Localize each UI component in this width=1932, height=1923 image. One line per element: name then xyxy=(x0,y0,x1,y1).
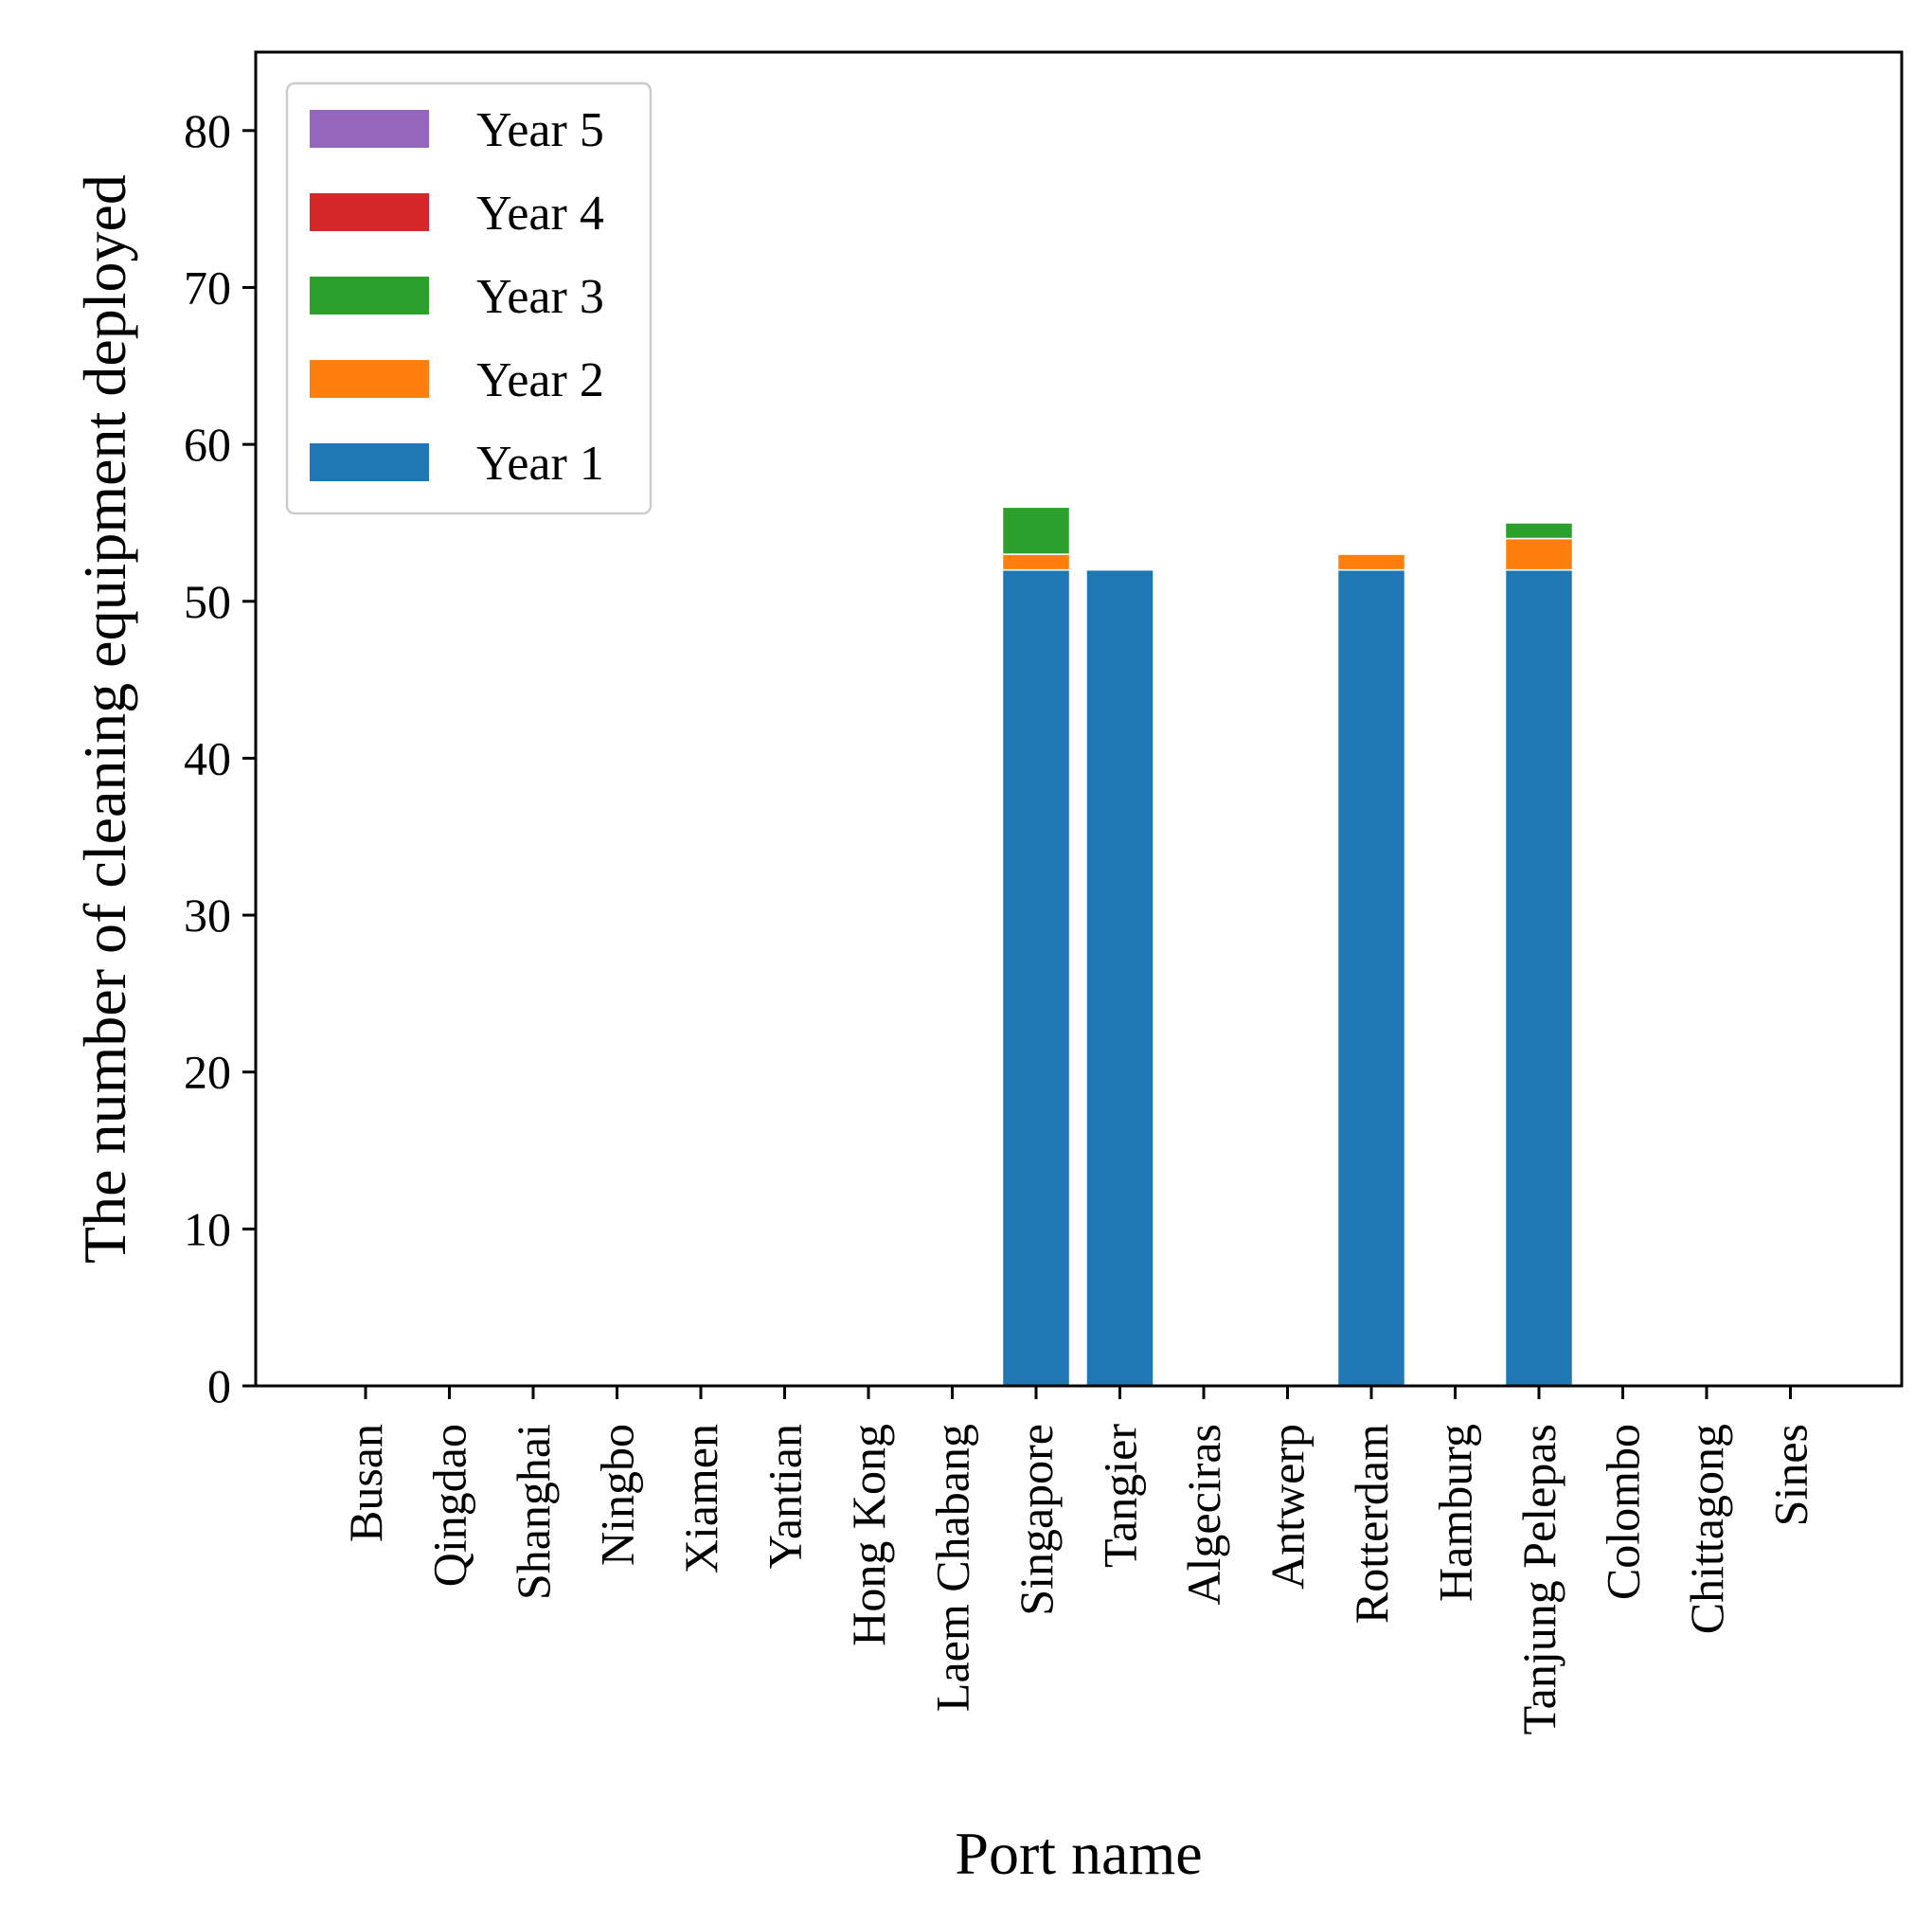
y-tick-label: 80 xyxy=(184,104,231,157)
x-axis-title: Port name xyxy=(955,1820,1202,1887)
bar-segment-tanjung-pelepas-year-2 xyxy=(1504,537,1574,571)
x-tick-label-singapore: Singapore xyxy=(1010,1424,1063,1616)
bar-segment-tanjung-pelepas-year-3 xyxy=(1504,522,1574,540)
legend-swatch-year-1 xyxy=(310,443,429,481)
legend-swatch-year-3 xyxy=(310,277,429,315)
x-tick-label-qingdao: Qingdao xyxy=(423,1424,476,1587)
x-tick-label-busan: Busan xyxy=(339,1424,392,1542)
y-tick-label: 40 xyxy=(184,731,231,784)
y-tick-label: 0 xyxy=(207,1359,231,1412)
y-axis-title: The number of cleaning equipment deploye… xyxy=(71,174,138,1264)
y-tick-label: 10 xyxy=(184,1202,231,1255)
plot-area-frame xyxy=(254,50,1904,1388)
x-axis: Busan Qingdao Shanghai Ningbo Xiamen Yantian H… xyxy=(339,1386,1817,1734)
x-tick-label-hamburg: Hamburg xyxy=(1429,1424,1482,1602)
legend-label-year-1: Year 1 xyxy=(476,437,604,491)
x-tick-label-xiamen: Xiamen xyxy=(674,1424,727,1573)
x-tick-label-tangier: Tangier xyxy=(1094,1424,1147,1568)
y-tick-label: 20 xyxy=(184,1046,231,1099)
x-tick-label-tanjung-pelepas: Tanjung Pelepas xyxy=(1512,1424,1565,1734)
y-tick-label: 60 xyxy=(184,418,231,471)
x-tick-label-chittagong: Chittagong xyxy=(1680,1424,1733,1634)
legend-swatch-year-5 xyxy=(310,110,429,148)
x-tick-label-ningbo: Ningbo xyxy=(591,1424,644,1566)
y-tick-label: 50 xyxy=(184,575,231,628)
legend-label-year-3: Year 3 xyxy=(476,270,604,324)
x-tick-label-yantian: Yantian xyxy=(759,1424,812,1569)
bar-segment-singapore-year-1 xyxy=(1001,568,1071,1387)
x-tick-label-laem-chabang: Laem Chabang xyxy=(926,1424,979,1712)
bar-segment-singapore-year-3 xyxy=(1001,506,1071,555)
y-axis: 0 10 20 30 40 50 60 70 80 xyxy=(184,104,256,1412)
legend-swatch-year-4 xyxy=(310,193,429,231)
x-tick-label-hong-kong: Hong Kong xyxy=(842,1424,895,1646)
x-tick-label-antwerp: Antwerp xyxy=(1261,1424,1315,1590)
legend-label-year-4: Year 4 xyxy=(476,187,604,241)
y-tick-label: 70 xyxy=(184,261,231,314)
x-tick-label-algeciras: Algeciras xyxy=(1177,1424,1230,1606)
bar-segment-singapore-year-2 xyxy=(1001,553,1071,571)
legend: Year 5 Year 4 Year 3 Year 2 Year 1 xyxy=(285,81,653,515)
x-tick-label-shanghai: Shanghai xyxy=(507,1424,560,1600)
x-tick-label-rotterdam: Rotterdam xyxy=(1345,1424,1398,1624)
bar-segment-tangier-year-1 xyxy=(1085,568,1154,1387)
bar-segment-rotterdam-year-2 xyxy=(1336,553,1406,571)
x-tick-label-colombo: Colombo xyxy=(1597,1424,1650,1600)
x-tick-label-sines: Sines xyxy=(1764,1424,1817,1526)
legend-label-year-5: Year 5 xyxy=(476,103,604,157)
legend-label-year-2: Year 2 xyxy=(476,353,604,407)
legend-box xyxy=(285,81,653,515)
y-tick-label: 30 xyxy=(184,889,231,942)
bar-segment-tanjung-pelepas-year-1 xyxy=(1504,568,1574,1387)
bar-segment-rotterdam-year-1 xyxy=(1336,568,1406,1387)
legend-swatch-year-2 xyxy=(310,360,429,398)
bars-layer xyxy=(1001,506,1574,1387)
